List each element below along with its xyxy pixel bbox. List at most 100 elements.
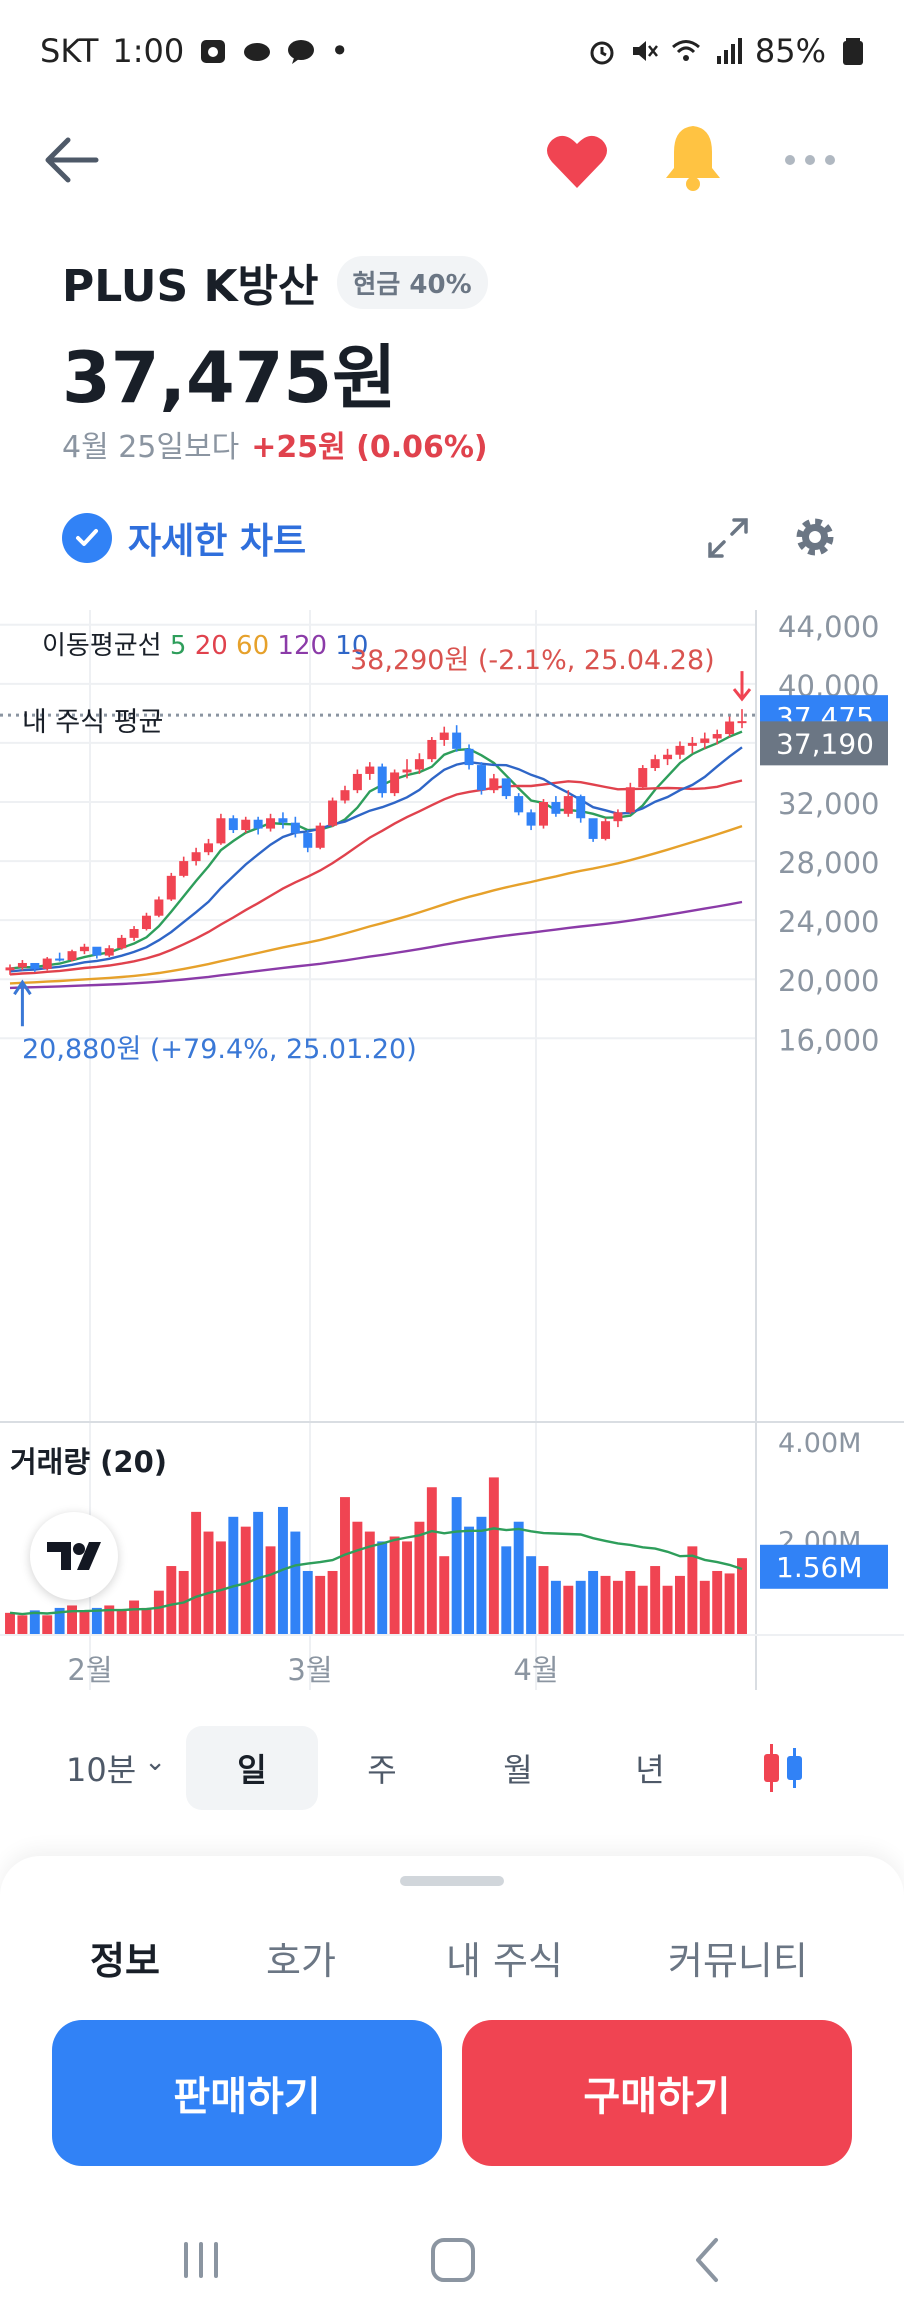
candle — [514, 796, 524, 813]
sell-button[interactable]: 판매하기 — [52, 2020, 442, 2166]
period-10min[interactable]: 10분 ⌄ — [56, 1726, 176, 1810]
volume-current-tag — [760, 1544, 888, 1589]
avg-price-label: 37,190 — [776, 727, 874, 760]
tab-orderbook[interactable]: 호가 — [266, 1939, 336, 1983]
detail-chart-label: 자세한 차트 — [128, 521, 307, 562]
candle — [390, 772, 400, 794]
change-value: +25원 (0.06%) — [251, 430, 488, 465]
more-icon[interactable] — [780, 140, 840, 180]
price-change-row: 4월 25일보다 +25원 (0.06%) — [62, 422, 488, 466]
candle — [303, 833, 313, 848]
candle — [725, 721, 735, 735]
candle — [576, 796, 586, 819]
system-nav-bar — [0, 2200, 904, 2316]
candle — [30, 962, 40, 969]
cash-ratio-badge[interactable]: 현금 40% — [336, 255, 488, 309]
volume-bar — [588, 1570, 599, 1635]
back-arrow-icon[interactable] — [40, 128, 104, 192]
candle — [439, 732, 449, 740]
volume-bar — [352, 1521, 363, 1635]
volume-bar — [191, 1511, 202, 1635]
chart-canvas[interactable]: 44,00040,00036,00032,00028,00024,00020,0… — [0, 610, 904, 1720]
volume-bar — [575, 1580, 586, 1635]
sheet-handle[interactable] — [400, 1876, 504, 1886]
y-tick-label: 20,000 — [778, 964, 879, 998]
candle — [266, 818, 276, 829]
y-tick-label: 32,000 — [778, 787, 879, 821]
tab-my-stock[interactable]: 내 주식 — [446, 1939, 563, 1983]
volume-bar — [699, 1580, 710, 1635]
period-day-label: 일 — [237, 1751, 267, 1789]
buy-button[interactable]: 구매하기 — [462, 2020, 852, 2166]
candle — [650, 759, 660, 769]
status-left: SKT 1:00 • — [40, 32, 349, 70]
candle — [526, 812, 536, 826]
volume-bar — [513, 1521, 524, 1635]
ma-line-5 — [9, 730, 743, 970]
volume-bar — [712, 1570, 723, 1635]
candle-type-icon[interactable] — [760, 1742, 806, 1794]
volume-bar — [327, 1570, 338, 1635]
volume-bar — [116, 1610, 127, 1635]
price-chart[interactable]: 44,00040,00036,00032,00028,00024,00020,0… — [0, 610, 904, 1720]
volume-bar — [439, 1556, 450, 1635]
volume-bar — [662, 1585, 673, 1635]
volume-bar — [29, 1610, 40, 1635]
ma-legend: 이동평균선 5 20 60 120 10 — [42, 631, 368, 661]
period-month-label: 월 — [503, 1751, 533, 1789]
volume-bar — [364, 1531, 375, 1635]
detail-chart-toggle[interactable]: 자세한 차트 — [62, 512, 306, 564]
volume-bar — [426, 1487, 437, 1635]
gear-icon[interactable] — [790, 512, 840, 562]
volume-bar — [612, 1580, 623, 1635]
clock: 1:00 — [112, 32, 185, 70]
battery-icon — [843, 38, 863, 65]
low-annotation: 20,880원 (+79.4%, 25.01.20) — [22, 1034, 417, 1065]
period-month[interactable]: 월 — [466, 1726, 570, 1810]
signal-icon — [716, 38, 742, 64]
candle — [117, 937, 127, 949]
volume-bar — [67, 1605, 77, 1635]
home-icon[interactable] — [418, 2230, 488, 2290]
candle — [737, 721, 747, 724]
ma-line-120 — [9, 900, 743, 990]
low-arrow-icon — [13, 979, 32, 1027]
tab-info[interactable]: 정보 — [90, 1939, 160, 1983]
candle — [340, 790, 350, 801]
expand-icon[interactable] — [706, 516, 750, 560]
tab-community[interactable]: 커뮤니티 — [668, 1939, 808, 1983]
heart-icon[interactable] — [544, 128, 610, 194]
candle — [414, 759, 424, 770]
high-annotation: 38,290원 (-2.1%, 25.04.28) — [350, 645, 715, 676]
change-label: 4월 25일보다 — [62, 430, 240, 465]
volume-bar — [228, 1516, 239, 1635]
back-nav-icon[interactable] — [672, 2230, 742, 2290]
candle — [601, 821, 611, 839]
candle — [613, 812, 623, 822]
period-day[interactable]: 일 — [186, 1726, 318, 1810]
period-week[interactable]: 주 — [330, 1726, 434, 1810]
status-bar: SKT 1:00 • 85% — [0, 0, 904, 100]
status-right: 85% — [587, 32, 868, 70]
volume-bar — [687, 1546, 698, 1635]
bell-icon[interactable] — [660, 122, 726, 192]
volume-bar — [488, 1477, 499, 1635]
volume-bar — [5, 1612, 15, 1635]
volume-bar — [315, 1575, 326, 1635]
candle — [687, 742, 697, 746]
candle — [253, 819, 263, 829]
period-year[interactable]: 년 — [598, 1726, 702, 1810]
tradingview-logo[interactable] — [30, 1512, 118, 1600]
volume-bar — [377, 1541, 388, 1635]
volume-bar — [625, 1570, 636, 1635]
candle — [55, 958, 65, 961]
check-icon — [62, 513, 112, 563]
volume-bar — [389, 1536, 400, 1635]
ma-line-20 — [9, 779, 743, 976]
volume-bar — [141, 1607, 152, 1635]
volume-bar — [550, 1580, 561, 1635]
volume-bar — [277, 1506, 288, 1635]
volume-bar — [153, 1590, 164, 1635]
recent-apps-icon[interactable] — [166, 2230, 236, 2290]
volume-bar — [650, 1566, 661, 1635]
